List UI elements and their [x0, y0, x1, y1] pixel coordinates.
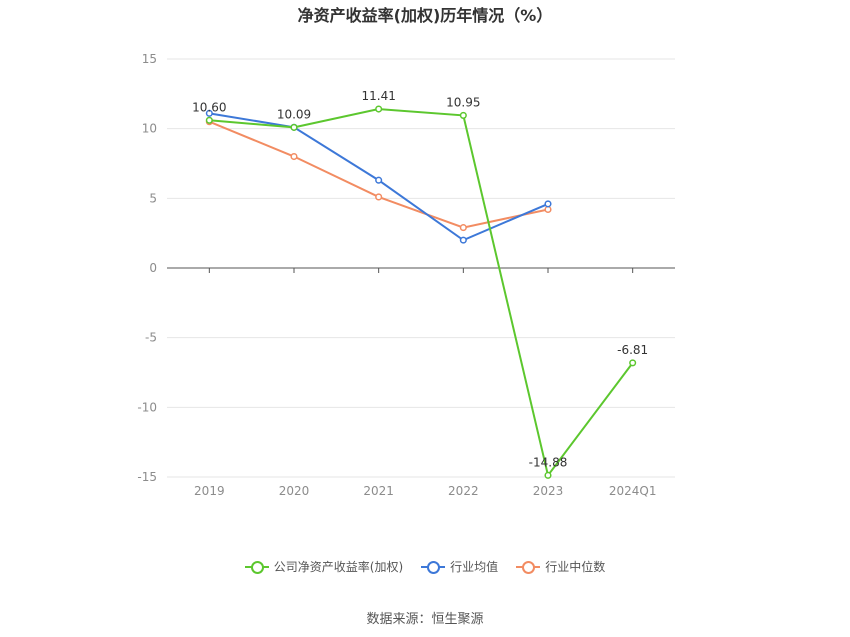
series-layer [205, 105, 637, 479]
series-point-1 [375, 176, 383, 184]
series-point-0 [459, 111, 467, 119]
series-line-0 [209, 108, 634, 478]
x-tick-label: 2019 [194, 484, 225, 498]
series-point-0 [290, 123, 298, 131]
series-point-0 [544, 471, 552, 479]
y-tick-label: 0 [149, 261, 157, 275]
series-point-0 [375, 105, 383, 113]
legend-swatch-icon [516, 560, 541, 574]
legend-item[interactable]: 公司净资产收益率(加权) [244, 558, 404, 575]
y-tick-label: -5 [145, 331, 157, 345]
y-tick-label: -10 [137, 400, 157, 414]
grid-layer [167, 58, 675, 478]
legend-label: 行业中位数 [545, 560, 606, 574]
series-point-0 [629, 359, 637, 367]
series-point-2 [375, 193, 383, 201]
legend-swatch-icon [421, 560, 446, 574]
series-point-0 [205, 116, 213, 124]
y-tick-label: -15 [137, 470, 157, 484]
x-tick-label: 2022 [448, 484, 479, 498]
legend-swatch-icon [244, 560, 269, 574]
data-label: 10.09 [277, 107, 311, 121]
series-line-2 [208, 120, 549, 229]
axis-layer: 15 10 5 0 -5 -10 -15 2019 2020 2021 2022 2023 2024Q1 [137, 52, 675, 498]
series-point-2 [290, 152, 298, 161]
data-label: -14.88 [529, 455, 568, 469]
legend-item[interactable]: 行业均值 [421, 558, 498, 575]
data-label: -6.81 [617, 343, 648, 357]
data-label: 10.95 [446, 95, 480, 109]
series-point-2 [544, 205, 552, 214]
chart-title: 净资产收益率(加权)历年情况（%） [297, 6, 553, 25]
x-tick-label: 2024Q1 [609, 484, 657, 498]
series-point-1 [459, 236, 467, 244]
legend-item[interactable]: 行业中位数 [516, 558, 605, 575]
data-label: 11.41 [361, 89, 395, 103]
legend: 公司净资产收益率(加权) 行业均值 行业中位数 [0, 558, 850, 575]
source-note: 数据来源：恒生聚源 [366, 612, 484, 627]
x-tick-label: 2023 [533, 484, 564, 498]
series-point-1 [205, 109, 213, 117]
y-tick-label: 15 [142, 52, 157, 66]
legend-label: 行业均值 [450, 560, 499, 574]
y-tick-label: 10 [142, 122, 157, 136]
data-label: 10.60 [192, 100, 226, 114]
y-tick-label: 5 [149, 191, 157, 205]
x-tick-label: 2021 [363, 484, 394, 498]
series-point-1 [544, 200, 552, 208]
data-label-layer: 10.60 10.09 11.41 10.95 -14.88 -6.81 [192, 89, 648, 469]
line-chart: 15 10 5 0 -5 -10 -15 2019 2020 2021 2022 2023 2024Q1… [137, 52, 675, 498]
legend-label: 公司净资产收益率(加权) [273, 560, 404, 574]
x-tick-label: 2020 [279, 484, 310, 498]
series-point-2 [459, 224, 467, 232]
